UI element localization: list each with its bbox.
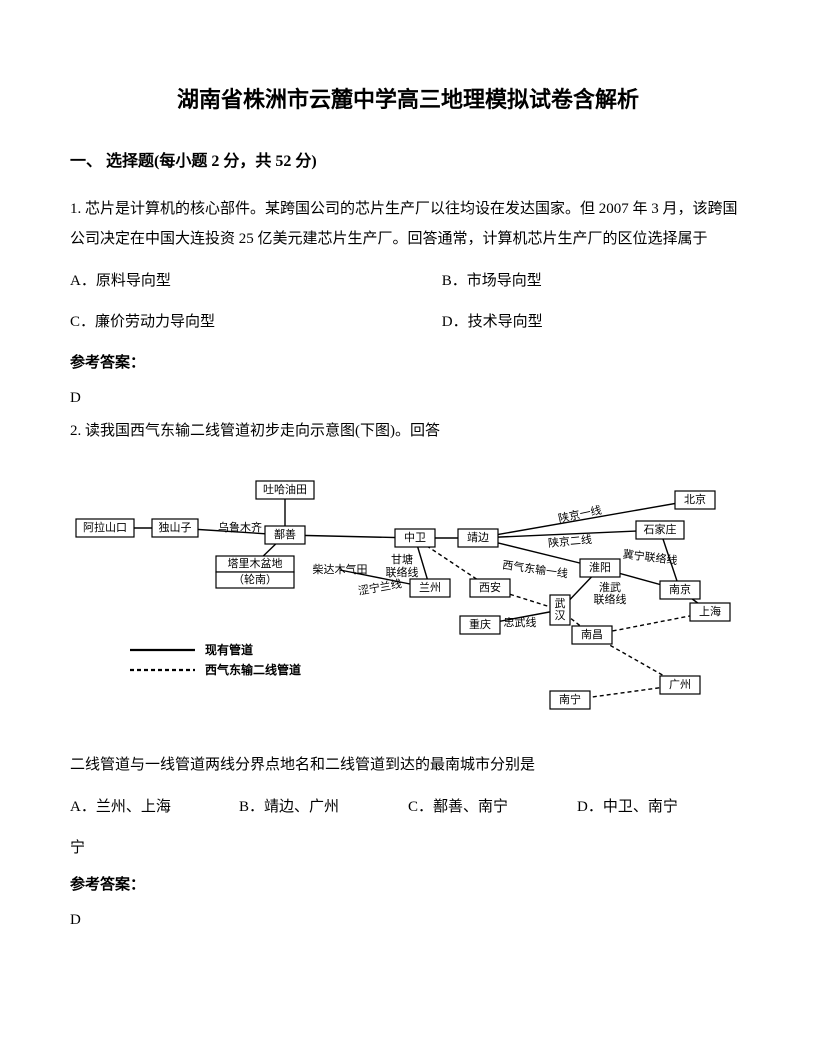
svg-text:阿拉山口: 阿拉山口 bbox=[83, 520, 127, 534]
svg-text:独山子: 独山子 bbox=[159, 521, 192, 534]
q1-options-row1: A．原料导向型 B．市场导向型 bbox=[70, 268, 746, 295]
q2-optD: D．中卫、南宁 bbox=[577, 794, 746, 821]
q2-optC: C．鄯善、南宁 bbox=[408, 794, 577, 821]
q2-optA: A．兰州、上海 bbox=[70, 794, 239, 821]
svg-text:鄯善: 鄯善 bbox=[274, 527, 296, 541]
svg-text:重庆: 重庆 bbox=[469, 617, 491, 631]
svg-text:北京: 北京 bbox=[684, 492, 706, 506]
svg-text:靖边: 靖边 bbox=[467, 531, 489, 544]
q2-answer: D bbox=[70, 907, 746, 934]
q1-optA: A．原料导向型 bbox=[70, 268, 442, 295]
svg-text:汉: 汉 bbox=[555, 609, 566, 622]
q1-optC: C．廉价劳动力导向型 bbox=[70, 309, 442, 336]
svg-text:西气东输二线管道: 西气东输二线管道 bbox=[205, 662, 301, 677]
svg-text:忠武线: 忠武线 bbox=[504, 615, 537, 629]
svg-text:吐哈油田: 吐哈油田 bbox=[263, 482, 307, 496]
svg-text:淮阳: 淮阳 bbox=[589, 561, 611, 574]
svg-text:乌鲁木齐: 乌鲁木齐 bbox=[218, 520, 262, 534]
svg-text:西安: 西安 bbox=[479, 580, 501, 594]
svg-text:广州: 广州 bbox=[669, 678, 691, 691]
svg-text:联络线: 联络线 bbox=[594, 592, 627, 606]
svg-text:陕京一线: 陕京一线 bbox=[557, 503, 603, 526]
svg-text:兰州: 兰州 bbox=[419, 581, 441, 594]
q1-optD: D．技术导向型 bbox=[442, 309, 746, 336]
q1-answer-label: 参考答案： bbox=[70, 350, 746, 377]
q2-options: A．兰州、上海 B．靖边、广州 C．鄯善、南宁 D．中卫、南宁 bbox=[70, 794, 746, 821]
page-title: 湖南省株洲市云麓中学高三地理模拟试卷含解析 bbox=[70, 80, 746, 120]
q2-optD-wrap: 宁 bbox=[70, 835, 746, 862]
svg-text:冀宁联络线: 冀宁联络线 bbox=[622, 547, 678, 568]
svg-text:石家庄: 石家庄 bbox=[644, 522, 677, 536]
svg-text:淮武: 淮武 bbox=[599, 581, 621, 594]
svg-text:柴达木气田: 柴达木气田 bbox=[313, 562, 368, 576]
q1-options-row2: C．廉价劳动力导向型 D．技术导向型 bbox=[70, 309, 746, 336]
q1-optB: B．市场导向型 bbox=[442, 268, 746, 295]
svg-text:塔里木盆地: 塔里木盆地 bbox=[228, 556, 283, 570]
svg-text:涩宁兰线: 涩宁兰线 bbox=[357, 577, 403, 598]
svg-text:南宁: 南宁 bbox=[559, 692, 581, 706]
svg-text:甘塘: 甘塘 bbox=[391, 552, 413, 566]
q1-answer: D bbox=[70, 385, 746, 412]
svg-text:联络线: 联络线 bbox=[386, 565, 419, 579]
q2-text: 2. 读我国西气东输二线管道初步走向示意图(下图)。回答 bbox=[70, 416, 746, 446]
q2-below: 二线管道与一线管道两线分界点地名和二线管道到达的最南城市分别是 bbox=[70, 750, 746, 780]
svg-text:中卫: 中卫 bbox=[404, 531, 426, 544]
svg-text:南京: 南京 bbox=[669, 582, 691, 596]
pipeline-diagram: 阿拉山口独山子吐哈油田乌鲁木齐鄯善塔里木盆地（轮南）柴达木气田甘塘中卫联络线涩宁… bbox=[70, 460, 746, 730]
q2-answer-label: 参考答案： bbox=[70, 872, 746, 899]
svg-text:南昌: 南昌 bbox=[581, 628, 603, 641]
section-header: 一、 选择题(每小题 2 分，共 52 分) bbox=[70, 148, 746, 177]
svg-text:现有管道: 现有管道 bbox=[205, 642, 253, 657]
svg-text:上海: 上海 bbox=[699, 604, 721, 618]
svg-text:（轮南）: （轮南） bbox=[233, 572, 277, 586]
q1-text: 1. 芯片是计算机的核心部件。某跨国公司的芯片生产厂以往均设在发达国家。但 20… bbox=[70, 194, 746, 254]
q2-optB: B．靖边、广州 bbox=[239, 794, 408, 821]
svg-text:武: 武 bbox=[555, 597, 566, 610]
svg-text:西气东输一线: 西气东输一线 bbox=[501, 558, 568, 581]
